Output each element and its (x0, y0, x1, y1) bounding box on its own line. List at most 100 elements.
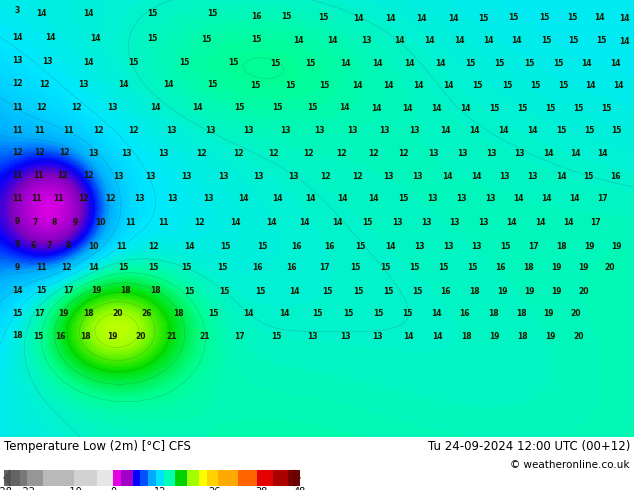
Text: 11: 11 (158, 219, 169, 227)
Text: 14: 14 (163, 80, 173, 89)
Text: 14: 14 (586, 81, 596, 90)
Bar (238, 470, 257, 486)
Text: 18: 18 (557, 242, 567, 250)
Text: 11: 11 (33, 171, 43, 180)
Text: 16: 16 (252, 264, 262, 272)
Text: 19: 19 (611, 242, 621, 250)
Text: 15: 15 (118, 264, 128, 272)
Text: 15: 15 (478, 14, 488, 24)
Text: 11: 11 (117, 242, 127, 250)
Text: 15: 15 (495, 59, 505, 68)
Bar (4, 470, 20, 486)
Text: 12: 12 (353, 172, 363, 181)
Text: 14: 14 (543, 149, 553, 158)
Text: 14: 14 (372, 59, 382, 68)
Text: 14: 14 (402, 104, 412, 113)
Text: 12: 12 (148, 242, 158, 250)
Text: 14: 14 (404, 59, 414, 68)
Text: 11: 11 (12, 102, 22, 112)
Text: 14: 14 (571, 149, 581, 158)
Text: 18: 18 (462, 332, 472, 341)
Text: 18: 18 (488, 309, 498, 318)
Text: 15: 15 (281, 12, 292, 21)
Bar (20, 470, 27, 486)
Text: 15: 15 (583, 172, 593, 181)
Text: 13: 13 (347, 126, 358, 135)
Text: 12: 12 (79, 195, 89, 203)
Text: 18: 18 (174, 309, 184, 318)
Text: 15: 15 (208, 309, 218, 318)
Text: 13: 13 (108, 103, 118, 112)
Text: 13: 13 (79, 80, 89, 89)
Text: 21: 21 (199, 332, 209, 341)
Text: 16: 16 (610, 172, 620, 181)
Text: © weatheronline.co.uk: © weatheronline.co.uk (510, 460, 630, 470)
Text: 18: 18 (120, 286, 131, 295)
Bar (156, 470, 164, 486)
Text: 12: 12 (153, 487, 166, 490)
Text: 12: 12 (39, 80, 49, 89)
Text: 15: 15 (217, 264, 227, 272)
Text: 14: 14 (332, 219, 342, 227)
Text: 19: 19 (524, 287, 534, 295)
Text: 15: 15 (489, 104, 500, 113)
Text: 14: 14 (231, 219, 241, 227)
Text: 13: 13 (122, 149, 132, 158)
Text: 15: 15 (567, 13, 577, 22)
Text: 19: 19 (543, 309, 553, 318)
Text: 14: 14 (498, 126, 508, 135)
Text: 15: 15 (148, 264, 158, 272)
Text: 13: 13 (89, 149, 99, 158)
Text: 12: 12 (105, 195, 115, 203)
Text: 12: 12 (84, 171, 94, 180)
Text: 14: 14 (581, 59, 592, 68)
Bar (257, 470, 273, 486)
Text: 13: 13 (383, 172, 393, 181)
Text: 13: 13 (421, 219, 431, 227)
Text: 15: 15 (306, 59, 316, 68)
Text: 15: 15 (363, 219, 373, 227)
Text: 14: 14 (266, 219, 276, 227)
Text: 13: 13 (12, 56, 22, 65)
Text: 12: 12 (336, 149, 346, 158)
Text: 14: 14 (417, 14, 427, 24)
Text: 14: 14 (299, 219, 309, 227)
Text: 13: 13 (205, 126, 216, 135)
Text: 14: 14 (306, 195, 316, 203)
Text: 13: 13 (340, 332, 351, 341)
Text: 15: 15 (255, 287, 265, 295)
Text: 14: 14 (46, 33, 56, 42)
Bar (43, 470, 74, 486)
Text: 15: 15 (569, 36, 579, 45)
Bar (164, 470, 176, 486)
Text: 14: 14 (460, 104, 470, 113)
Text: 15: 15 (585, 126, 595, 135)
Text: 13: 13 (181, 172, 191, 181)
Text: 15: 15 (383, 287, 393, 295)
Text: 13: 13 (361, 36, 372, 45)
Text: 15: 15 (410, 264, 420, 272)
Text: 14: 14 (337, 195, 347, 203)
Text: 14: 14 (483, 36, 493, 45)
Text: 13: 13 (515, 149, 525, 158)
Text: 13: 13 (218, 172, 228, 181)
Text: 12: 12 (233, 149, 243, 158)
Text: 16: 16 (460, 309, 470, 318)
Text: 11: 11 (125, 219, 135, 227)
Text: 15: 15 (356, 242, 366, 250)
Text: 12: 12 (303, 149, 313, 158)
Text: 14: 14 (89, 264, 99, 272)
Text: 18: 18 (151, 286, 161, 295)
Text: 14: 14 (340, 103, 350, 113)
Text: 13: 13 (307, 332, 317, 341)
Text: 6: 6 (30, 241, 36, 250)
Text: 13: 13 (373, 332, 383, 341)
Text: 15: 15 (228, 58, 238, 67)
Text: 13: 13 (485, 195, 495, 203)
Text: 13: 13 (415, 242, 425, 250)
Bar (218, 470, 238, 486)
Text: 12: 12 (269, 149, 279, 158)
Text: 15: 15 (273, 103, 283, 113)
Text: 14: 14 (455, 36, 465, 45)
Text: 11: 11 (36, 264, 46, 272)
